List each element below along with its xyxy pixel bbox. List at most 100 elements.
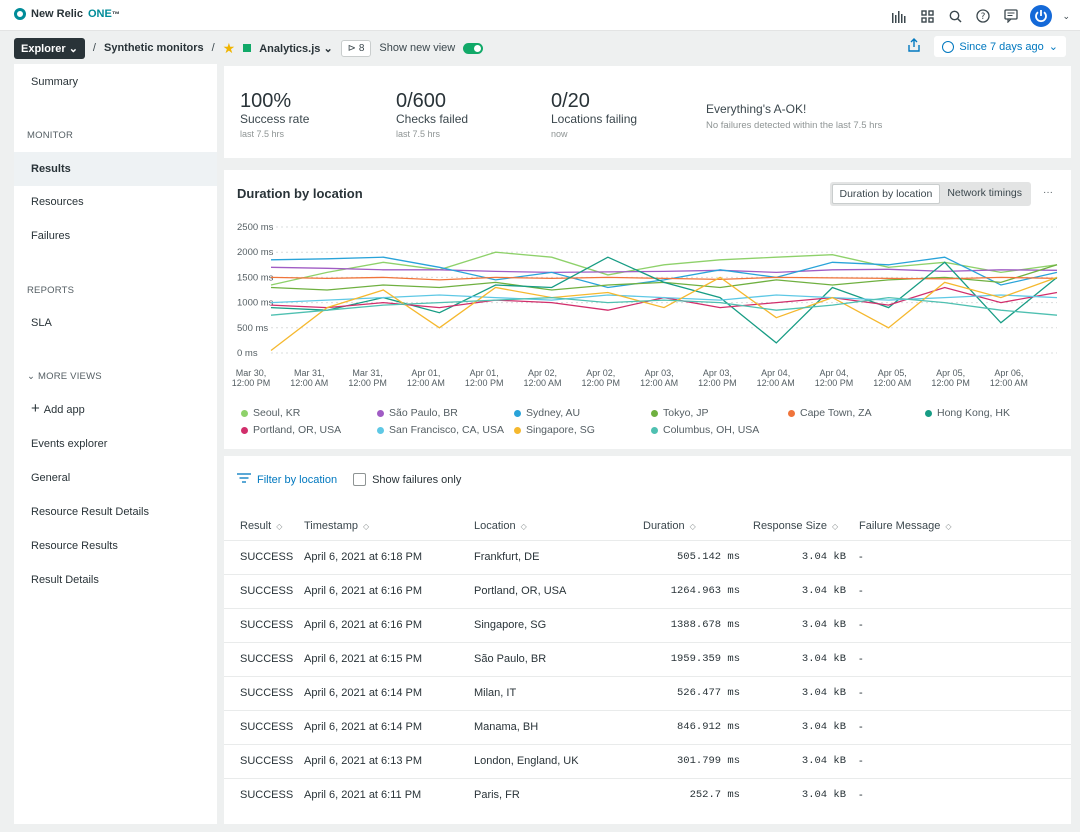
- legend-item[interactable]: Columbus, OH, USA: [651, 424, 788, 436]
- show-failures-only-checkbox[interactable]: [353, 473, 367, 486]
- explorer-button[interactable]: Explorer ⌄: [14, 37, 85, 59]
- series-line[interactable]: [270, 296, 1058, 316]
- table-row[interactable]: SUCCESS April 6, 2021 at 6:11 PM Paris, FR…: [224, 778, 1071, 812]
- filter-by-location-link[interactable]: Filter by location: [257, 473, 338, 486]
- sort-icon[interactable]: ◇: [945, 521, 952, 531]
- user-menu-chevron-icon[interactable]: ⌄: [1062, 10, 1070, 21]
- sidebar-item-resource-results[interactable]: Resource Results: [31, 540, 118, 552]
- column-header-label: Result: [240, 520, 272, 532]
- sort-icon[interactable]: ◇: [832, 521, 839, 531]
- duration-line-chart: 2500 ms 2000 ms 1500 ms 1000 ms 500 ms 0 ms Ma…: [232, 222, 1058, 388]
- user-avatar-icon[interactable]: [1030, 5, 1053, 27]
- sidebar-item-result-details[interactable]: Result Details: [31, 574, 99, 586]
- brand-name: New Relic: [31, 8, 83, 20]
- more-options-icon[interactable]: ···: [1043, 187, 1053, 198]
- table-cell: -: [859, 619, 863, 631]
- help-icon[interactable]: ?: [974, 7, 992, 25]
- legend-item[interactable]: Cape Town, ZA: [788, 407, 925, 419]
- legend-item[interactable]: Hong Kong, HK: [925, 407, 1061, 419]
- chevron-down-icon: ⌄: [68, 42, 78, 55]
- sort-icon[interactable]: ◇: [276, 521, 283, 531]
- column-header[interactable]: Duration ◇: [643, 520, 696, 532]
- table-row[interactable]: SUCCESS April 6, 2021 at 6:16 PM Singapore…: [224, 608, 1071, 642]
- sidebar-item-resource-result-details[interactable]: Resource Result Details: [31, 506, 149, 518]
- table-cell: SUCCESS: [240, 755, 294, 767]
- breadcrumb-synthetic-monitors[interactable]: Synthetic monitors: [103, 42, 204, 54]
- x-tick-label: Mar 31,: [352, 368, 383, 378]
- column-header[interactable]: Timestamp ◇: [304, 520, 369, 532]
- tab-duration-by-location[interactable]: Duration by location: [831, 184, 941, 204]
- legend-item[interactable]: São Paulo, BR: [377, 407, 514, 419]
- x-tick-label: 12:00 PM: [931, 378, 970, 388]
- favorite-star-icon[interactable]: ★: [222, 39, 236, 56]
- column-header[interactable]: Result ◇: [240, 520, 282, 532]
- series-line[interactable]: [270, 251, 1058, 286]
- apps-grid-icon[interactable]: [918, 7, 936, 25]
- legend-dot-icon: [651, 426, 658, 434]
- table-row[interactable]: SUCCESS April 6, 2021 at 6:15 PM São Paulo…: [224, 642, 1071, 676]
- sidebar-item-results[interactable]: Results: [14, 152, 217, 186]
- y-tick-label: 1500 ms: [237, 272, 274, 283]
- table-row[interactable]: SUCCESS April 6, 2021 at 6:18 PM Frankfurt…: [224, 540, 1071, 574]
- table-row[interactable]: SUCCESS April 6, 2021 at 6:14 PM Manama, B…: [224, 710, 1071, 744]
- series-line[interactable]: [270, 276, 1058, 281]
- series-line[interactable]: [270, 276, 1058, 352]
- legend-label: Tokyo, JP: [663, 407, 709, 419]
- column-header[interactable]: Response Size ◇: [753, 520, 838, 532]
- time-range-picker[interactable]: Since 7 days ago ⌄: [934, 36, 1066, 57]
- sidebar-item-summary[interactable]: Summary: [31, 76, 79, 88]
- legend-item[interactable]: Seoul, KR: [241, 407, 377, 419]
- tags-button[interactable]: ⊳ 8: [340, 39, 372, 57]
- legend-dot-icon: [514, 409, 521, 417]
- series-line[interactable]: [270, 266, 1058, 274]
- show-new-view-toggle[interactable]: [463, 42, 484, 54]
- x-tick-label: 12:00 AM: [523, 378, 561, 388]
- sidebar-more-views-toggle[interactable]: ⌄ MORE VIEWS: [27, 371, 102, 382]
- breadcrumb: Explorer ⌄ / Synthetic monitors / ★ Anal…: [0, 32, 1080, 64]
- sort-icon[interactable]: ◇: [689, 521, 696, 531]
- legend-item[interactable]: Tokyo, JP: [651, 407, 788, 419]
- table-cell: SUCCESS: [240, 687, 294, 699]
- table-row[interactable]: SUCCESS April 6, 2021 at 6:14 PM Milan, IT…: [224, 676, 1071, 710]
- sidebar-item-events-explorer[interactable]: Events explorer: [31, 438, 108, 450]
- sidebar-item-sla[interactable]: SLA: [31, 317, 52, 329]
- column-header[interactable]: Failure Message ◇: [859, 520, 951, 532]
- table-cell: -: [859, 551, 863, 563]
- x-tick-label: 12:00 PM: [698, 378, 737, 388]
- table-row[interactable]: SUCCESS April 6, 2021 at 6:13 PM London, E…: [224, 744, 1071, 778]
- sidebar-item-general[interactable]: General: [31, 472, 71, 484]
- table-cell: April 6, 2021 at 6:16 PM: [304, 619, 423, 631]
- series-line[interactable]: [270, 294, 1058, 304]
- table-cell: April 6, 2021 at 6:14 PM: [304, 687, 423, 699]
- table-cell: -: [859, 789, 863, 801]
- legend-item[interactable]: San Francisco, CA, USA: [377, 424, 514, 436]
- sidebar-item-add-app[interactable]: + Add app: [31, 400, 85, 417]
- brand-logo-link[interactable]: New Relic ONE ™: [14, 8, 120, 20]
- show-new-view-label: Show new view: [379, 42, 456, 54]
- sidebar-item-resources[interactable]: Resources: [31, 196, 84, 208]
- filter-icon[interactable]: [237, 473, 251, 486]
- tab-network-timings[interactable]: Network timings: [947, 187, 1022, 199]
- legend-item[interactable]: Portland, OR, USA: [241, 424, 377, 436]
- search-icon[interactable]: [946, 7, 964, 25]
- sort-icon[interactable]: ◇: [363, 521, 370, 531]
- share-icon[interactable]: [908, 38, 921, 55]
- sort-icon[interactable]: ◇: [520, 521, 527, 531]
- series-line[interactable]: [270, 256, 1058, 289]
- column-header[interactable]: Location ◇: [474, 520, 527, 532]
- sidebar-item-failures[interactable]: Failures: [31, 230, 71, 242]
- entity-name-dropdown[interactable]: Analytics.js ⌄: [259, 42, 333, 55]
- legend-item[interactable]: Singapore, SG: [514, 424, 651, 436]
- table-cell: 1264.963 ms: [670, 585, 740, 597]
- feedback-icon[interactable]: [1002, 7, 1020, 25]
- legend-label: Singapore, SG: [526, 424, 595, 436]
- sidebar-heading-monitor: MONITOR: [27, 130, 74, 141]
- x-tick-label: Apr 04,: [761, 368, 790, 378]
- y-tick-label: 0 ms: [237, 348, 258, 359]
- query-builder-icon[interactable]: [890, 7, 908, 25]
- legend-dot-icon: [925, 409, 932, 417]
- duration-chart-card: Duration by location Duration by locatio…: [224, 170, 1071, 449]
- legend-item[interactable]: Sydney, AU: [514, 407, 651, 419]
- brand-tm: ™: [111, 9, 120, 19]
- table-row[interactable]: SUCCESS April 6, 2021 at 6:16 PM Portland,…: [224, 574, 1071, 608]
